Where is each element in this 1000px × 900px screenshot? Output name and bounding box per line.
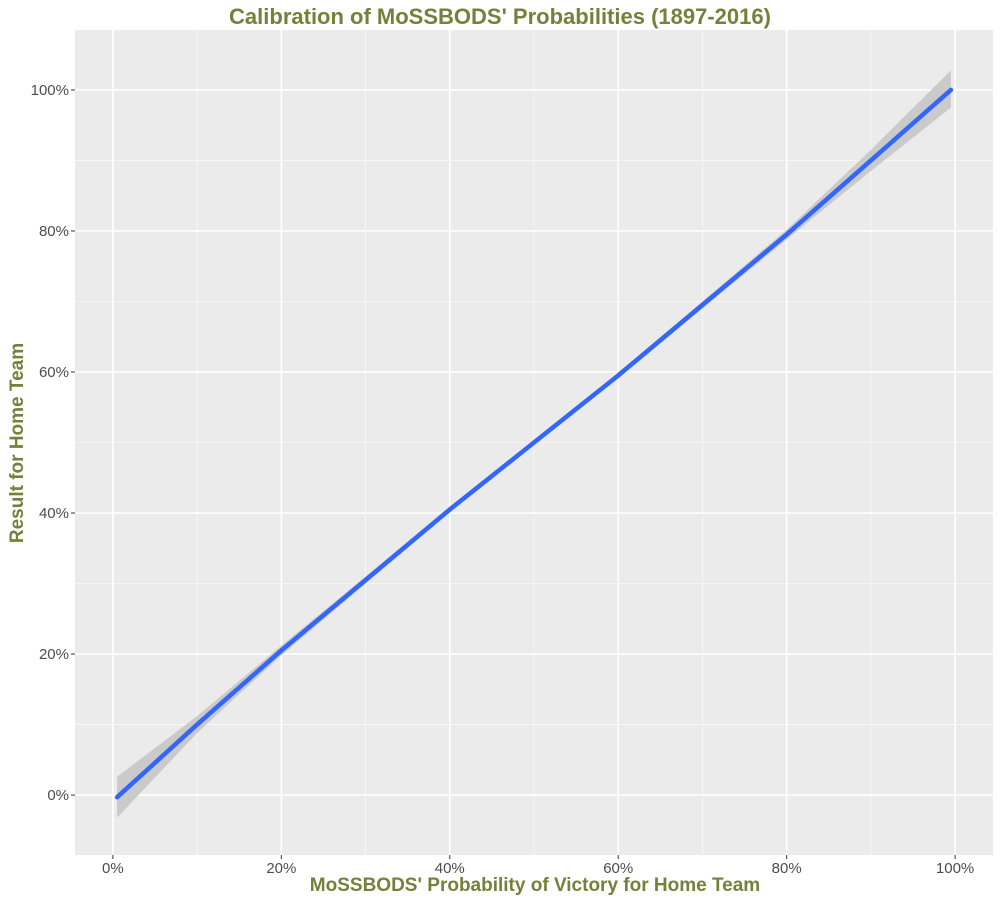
smoothed-line bbox=[114, 87, 954, 800]
x-tick-label: 80% bbox=[772, 860, 802, 877]
y-axis-label: Result for Home Team bbox=[7, 342, 28, 544]
x-tick-label: 40% bbox=[435, 860, 465, 877]
x-tick-label: 60% bbox=[603, 860, 633, 877]
y-tick-label: 100% bbox=[31, 82, 69, 99]
y-tick-label: 0% bbox=[47, 787, 69, 804]
y-tick-label: 80% bbox=[39, 223, 69, 240]
x-axis-label: MoSSBODS' Probability of Victory for Hom… bbox=[309, 875, 761, 896]
y-tick-label: 40% bbox=[39, 505, 69, 522]
chart-title: Calibration of MoSSBODS' Probabilities (… bbox=[229, 4, 771, 29]
x-tick-label: 0% bbox=[102, 860, 124, 877]
y-tick-label: 60% bbox=[39, 364, 69, 381]
y-tick-label: 20% bbox=[39, 646, 69, 663]
x-tick-label: 100% bbox=[936, 860, 974, 877]
x-tick-label: 20% bbox=[266, 860, 296, 877]
